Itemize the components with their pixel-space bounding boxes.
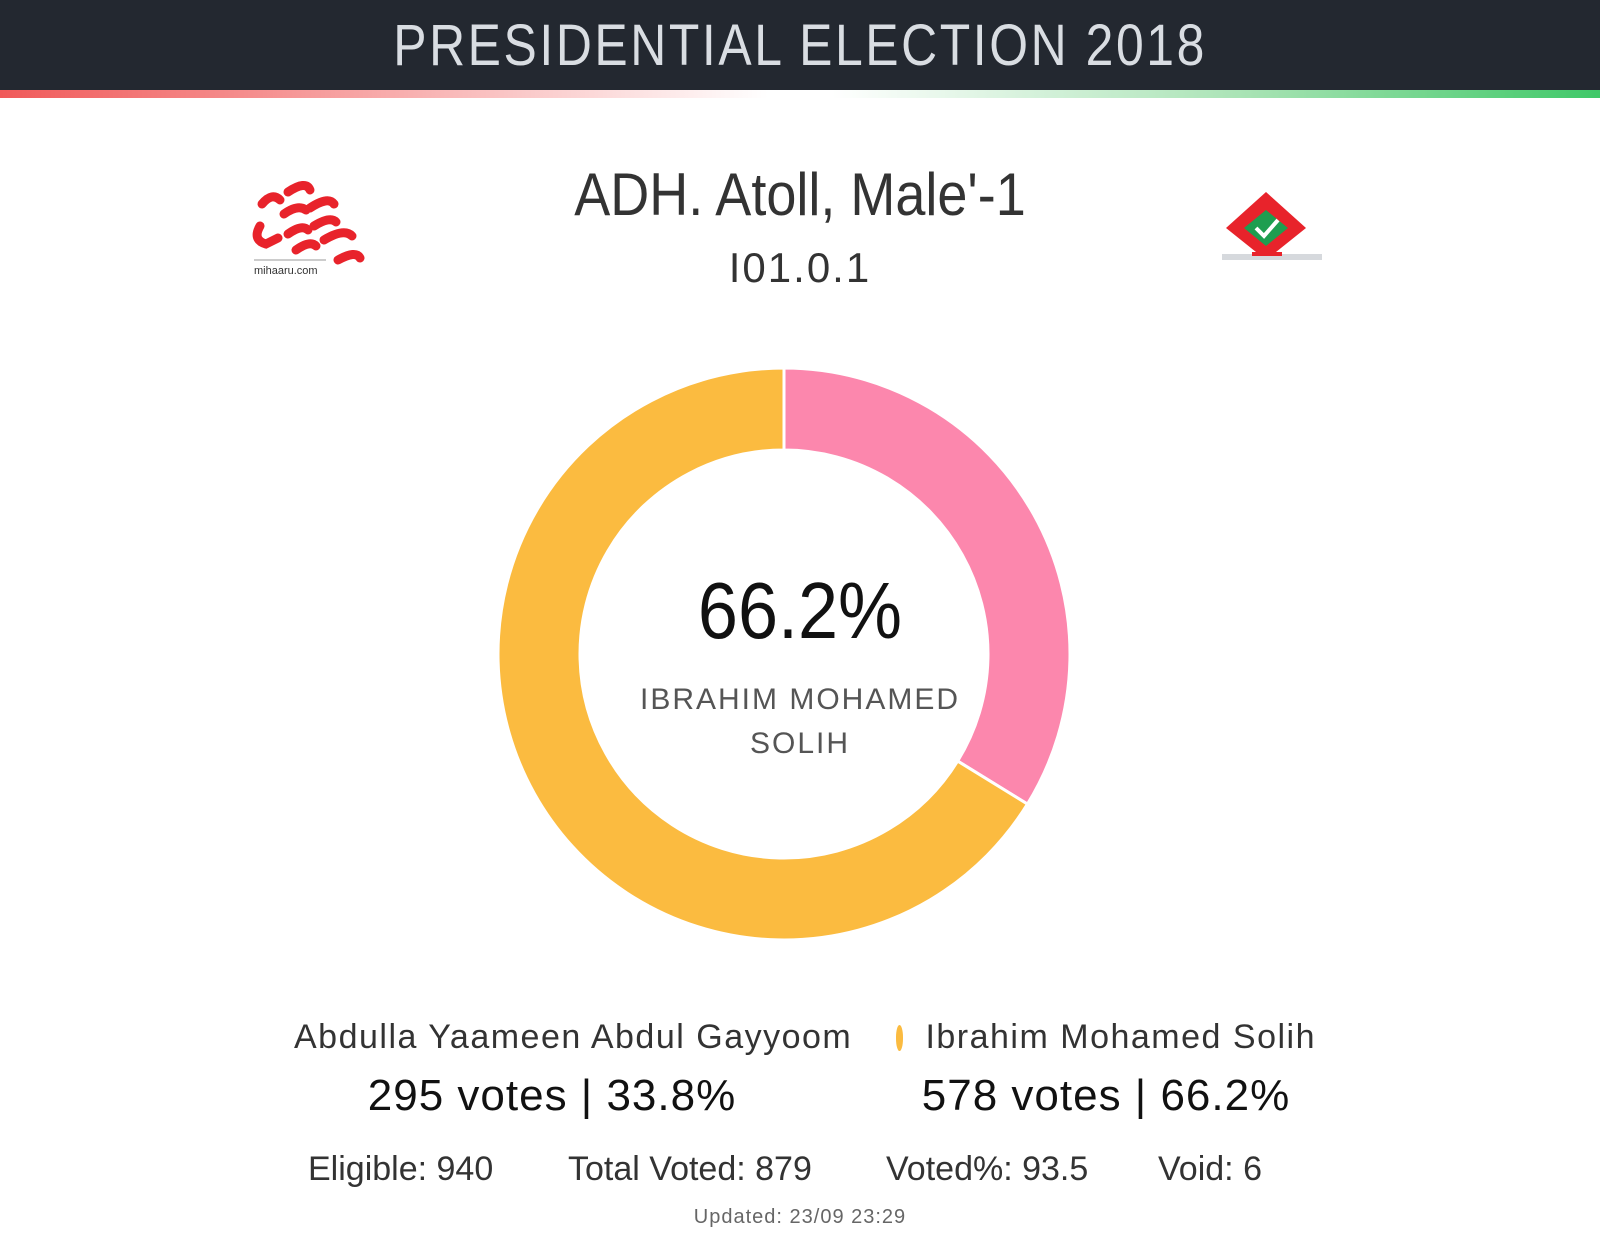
stat-total-voted: Total Voted: 879 bbox=[568, 1150, 812, 1188]
header-accent-strip bbox=[0, 90, 1600, 98]
center-candidate-name: IBRAHIM MOHAMED SOLIH bbox=[639, 683, 960, 760]
center-percentage: 66.2% bbox=[697, 566, 903, 655]
mihaaru-logo-text: mihaaru.com bbox=[254, 265, 318, 277]
page-title: PRESIDENTIAL ELECTION 2018 bbox=[393, 12, 1207, 78]
stat-void: Void: 6 bbox=[1158, 1150, 1262, 1188]
legend-item-yaameen: Abdulla Yaameen Abdul Gayyoom 295 votes … bbox=[272, 1018, 851, 1128]
stat-voted-percent: Voted%: 93.5 bbox=[886, 1150, 1089, 1188]
location-name: ADH. Atoll, Male'-1 bbox=[574, 161, 1026, 228]
legend-item-solih: Ibrahim Mohamed Solih 578 votes | 66.2% bbox=[896, 1018, 1316, 1128]
updated-timestamp: Updated: 23/09 23:29 bbox=[693, 1206, 907, 1228]
ballot-box-icon bbox=[1206, 190, 1352, 280]
legend-name: Abdulla Yaameen Abdul Gayyoom bbox=[294, 1018, 853, 1056]
header-bar: PRESIDENTIAL ELECTION 2018 bbox=[0, 0, 1600, 90]
legend-name: Ibrahim Mohamed Solih bbox=[925, 1018, 1316, 1056]
mihaaru-logo: mihaaru.com bbox=[248, 178, 378, 288]
legend-votes: 295 votes | 33.8% bbox=[367, 1071, 737, 1120]
legend-dot-solih bbox=[896, 1024, 904, 1051]
stat-eligible: Eligible: 940 bbox=[308, 1150, 494, 1188]
legend-votes: 578 votes | 66.2% bbox=[921, 1071, 1291, 1120]
location-code: I01.0.1 bbox=[728, 244, 872, 291]
stats-row: Eligible: 940 Total Voted: 879 Voted%: 9… bbox=[0, 1150, 1600, 1200]
